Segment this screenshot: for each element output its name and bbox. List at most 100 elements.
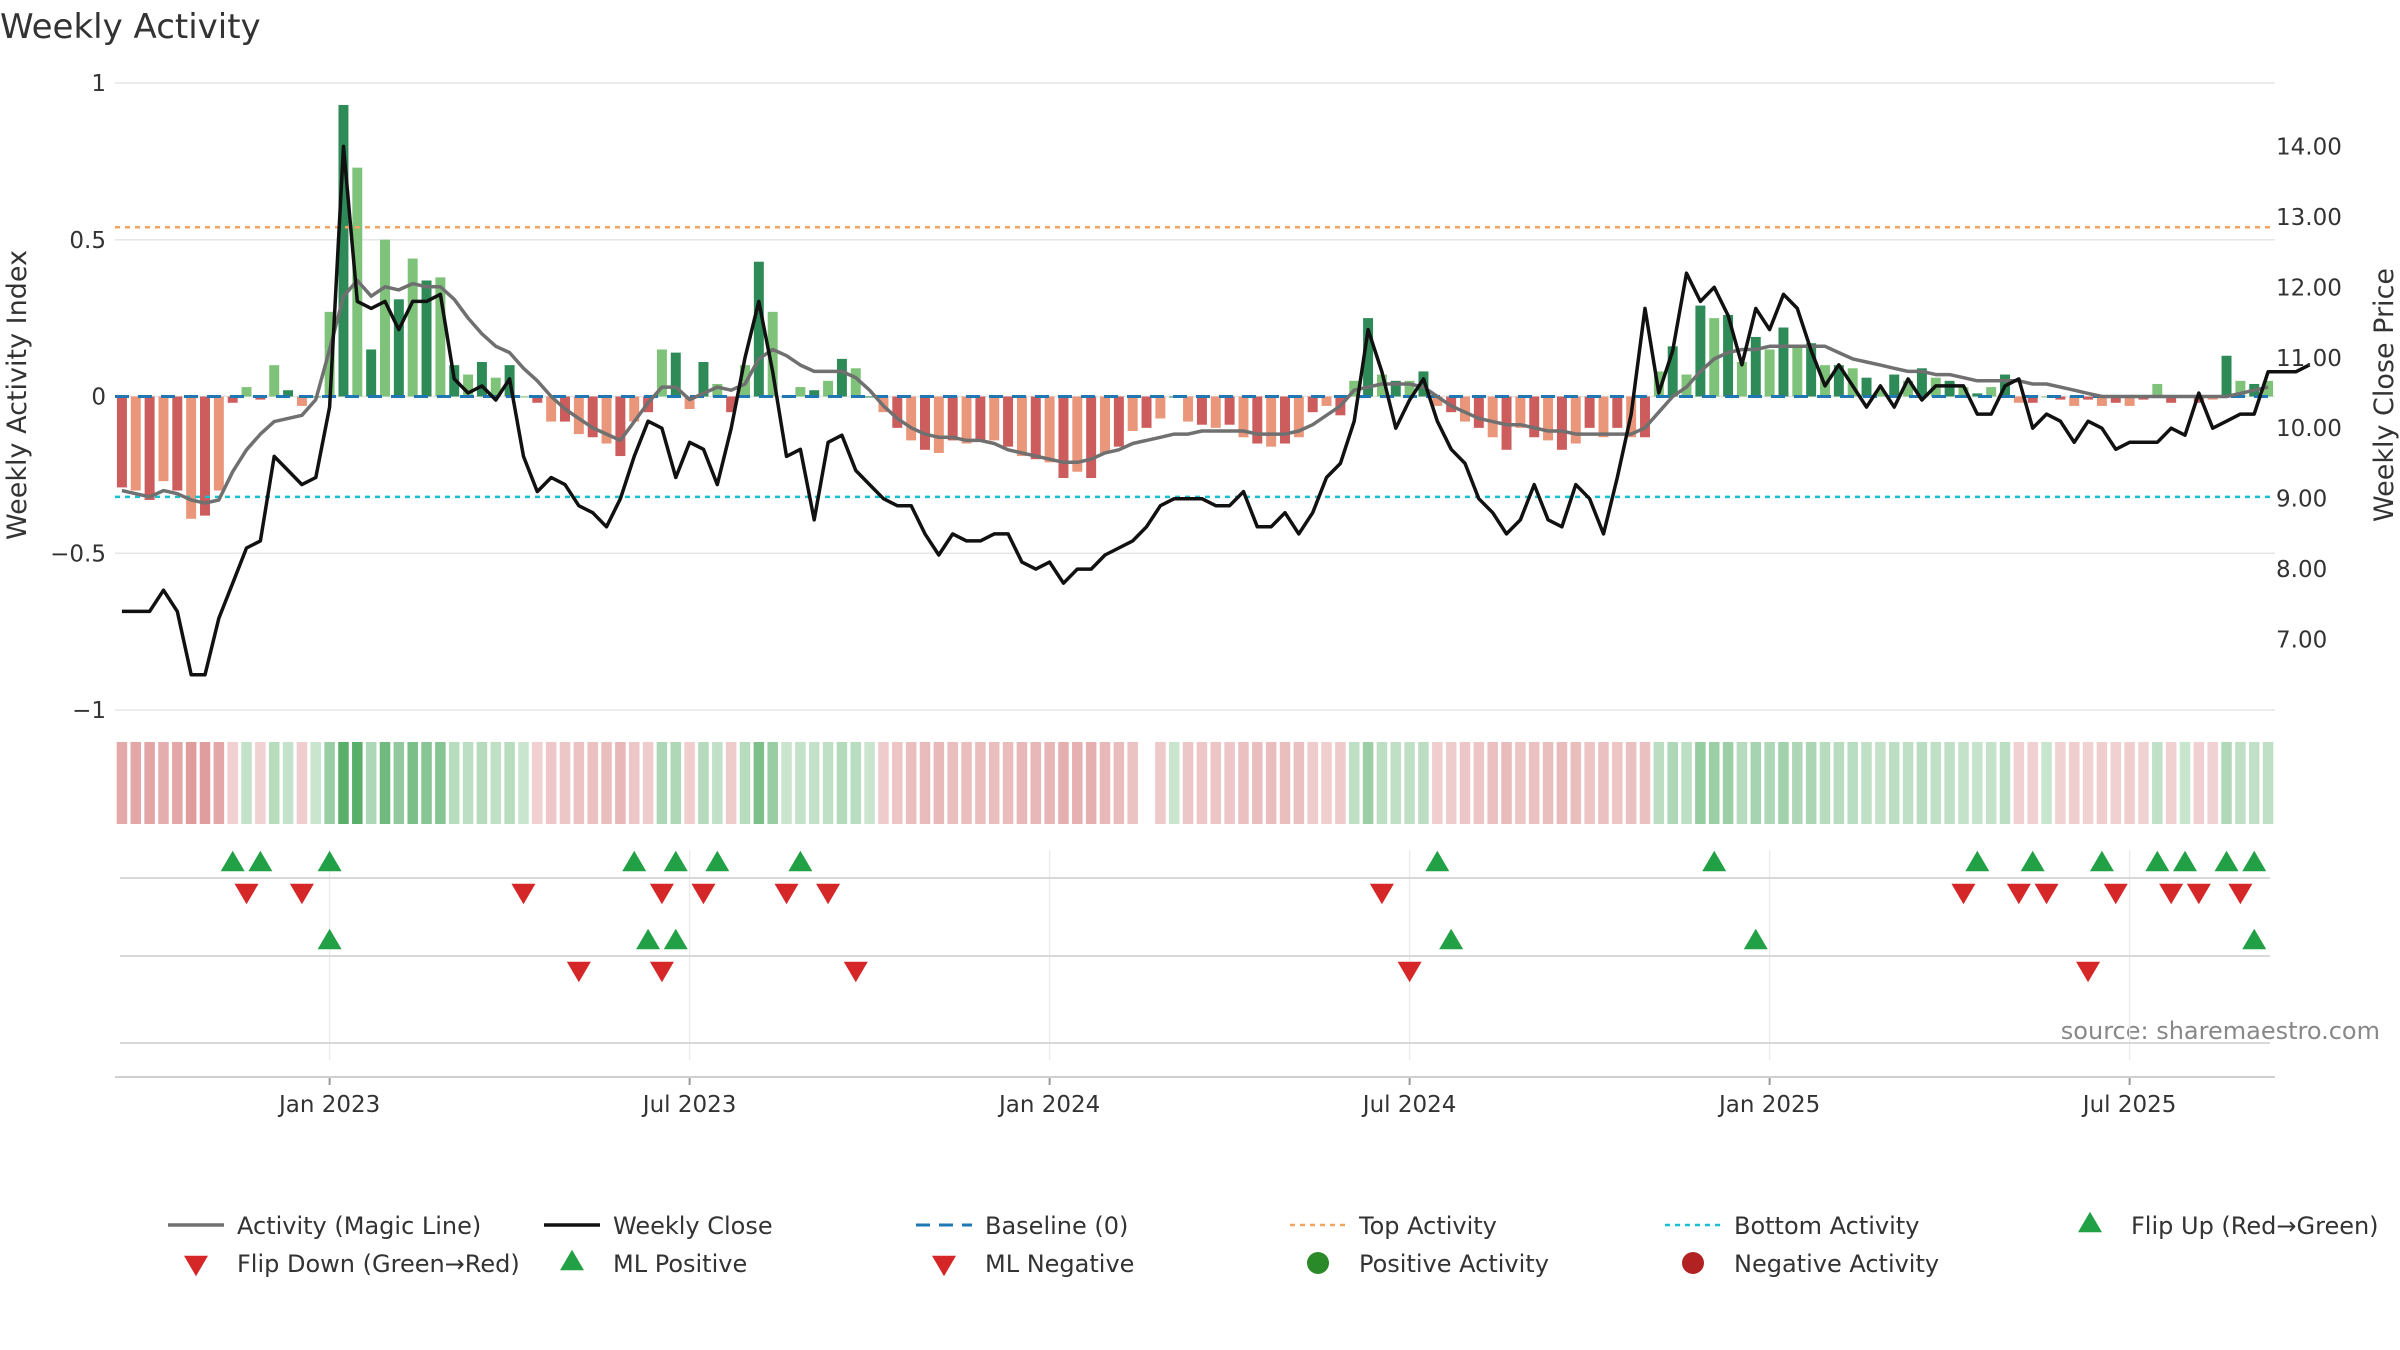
activity-bar	[1030, 396, 1041, 460]
heat-band-cell	[1902, 742, 1914, 824]
heat-band-cell	[1695, 742, 1706, 824]
ml-negative-marker	[1397, 961, 1422, 983]
heat-band-cell	[1404, 742, 1415, 824]
flip-down-marker	[289, 883, 314, 905]
flip-down-marker	[691, 883, 716, 905]
heat-band-cell	[1224, 742, 1235, 824]
heat-band-cell	[1432, 742, 1443, 824]
activity-bar	[1958, 387, 1969, 397]
activity-bar	[823, 380, 834, 397]
flip-down-marker	[2186, 883, 2211, 905]
activity-bar	[2235, 380, 2246, 397]
heat-band-cell	[2110, 742, 2122, 824]
heat-band-cell	[1722, 742, 1734, 824]
heat-band-cell	[1362, 742, 1374, 824]
heat-band-cell	[199, 742, 211, 824]
flip-up-marker	[1425, 850, 1450, 872]
flip-up-marker	[2214, 850, 2239, 872]
heat-band-cell	[2221, 742, 2232, 824]
activity-bar	[1155, 396, 1166, 419]
legend-label: ML Negative	[985, 1250, 1134, 1278]
activity-bar	[463, 374, 474, 397]
activity-bar	[2096, 396, 2107, 406]
flip-down-marker	[2103, 883, 2128, 905]
flip-down-marker	[2034, 883, 2059, 905]
heat-band-cell	[1210, 742, 1222, 824]
heat-band-cell	[670, 742, 682, 824]
activity-bar	[1778, 327, 1789, 397]
heat-band-cell	[795, 742, 806, 824]
heat-band-cell	[1528, 742, 1540, 824]
heat-band-cell	[947, 742, 958, 824]
activity-bar	[296, 396, 307, 406]
heat-band-cell	[601, 742, 612, 824]
heat-band-cell	[1418, 742, 1429, 824]
activity-bar	[130, 396, 141, 491]
activity-bar	[1293, 396, 1304, 438]
legend-label: Positive Activity	[1359, 1250, 1549, 1278]
heat-band-cell	[435, 742, 446, 824]
heat-band-cell	[1667, 742, 1678, 824]
heat-band-cell	[781, 742, 792, 824]
activity-bar	[2041, 396, 2052, 398]
activity-bar	[144, 396, 155, 500]
flip-down-marker	[649, 883, 674, 905]
legend-item-posact: Positive Activity	[1307, 1250, 1549, 1278]
flip-down-marker	[816, 883, 841, 905]
heat-band-cell	[1445, 742, 1457, 824]
heat-band-cell	[504, 742, 515, 824]
magic-line	[121, 278, 2269, 505]
heat-band-cell	[1348, 742, 1360, 824]
activity-bar	[656, 349, 667, 397]
source-note: source: sharemaestro.com	[2061, 1017, 2380, 1045]
flip-up-marker	[2020, 850, 2045, 872]
flip-down-marker	[511, 883, 536, 905]
flip-up-marker	[788, 850, 813, 872]
heat-band-cell	[1875, 742, 1886, 824]
heat-band-cell	[975, 742, 986, 824]
activity-bar	[1612, 396, 1623, 428]
flip-down-marker	[1369, 883, 1394, 905]
x-tick-label: Jan 2025	[1717, 1092, 1820, 1118]
flip-up-marker	[317, 850, 342, 872]
activity-bar	[366, 349, 377, 397]
heat-band-cell	[1335, 742, 1346, 824]
activity-bar	[1460, 396, 1470, 422]
flip-down-marker	[2159, 883, 2184, 905]
heat-band-cell	[642, 742, 654, 824]
activity-bar	[213, 396, 224, 491]
activity-bar	[1736, 362, 1747, 397]
right-axis-label: Weekly Close Price	[2369, 268, 2400, 522]
activity-bar	[435, 277, 446, 397]
activity-bar	[892, 396, 903, 428]
ml-negative-marker	[649, 961, 674, 983]
activity-bar	[712, 383, 723, 397]
heat-band-cell	[116, 742, 128, 824]
activity-bar	[1847, 368, 1858, 397]
heat-band-cell	[393, 742, 405, 824]
activity-bar	[1556, 396, 1567, 450]
heat-band-cell	[1473, 742, 1485, 824]
right-tick-label: 7.00	[2276, 628, 2327, 654]
heat-band-cell	[158, 742, 169, 824]
heat-band-cell	[2248, 742, 2260, 824]
legend-label: Weekly Close	[613, 1212, 773, 1240]
activity-bar	[518, 396, 529, 398]
activity-bar	[380, 239, 390, 397]
activity-bar	[1487, 396, 1498, 438]
heat-band-cell	[227, 742, 238, 824]
heat-band-cell	[185, 742, 197, 824]
activity-bar	[947, 396, 958, 441]
activity-bar	[200, 396, 210, 516]
heat-band-cell	[2124, 742, 2135, 824]
activity-bar	[116, 396, 127, 488]
activity-bar	[615, 396, 626, 457]
heat-band-cell	[1625, 742, 1637, 824]
heat-band-cell	[296, 742, 308, 824]
heat-band-cell	[518, 742, 529, 824]
heat-band-cell	[892, 742, 903, 824]
heat-band-cell	[1819, 742, 1831, 824]
ml-positive-marker	[663, 928, 688, 950]
heat-band-cell	[1293, 742, 1305, 824]
legend-item-flipdown: Flip Down (Green→Red)	[184, 1250, 520, 1278]
